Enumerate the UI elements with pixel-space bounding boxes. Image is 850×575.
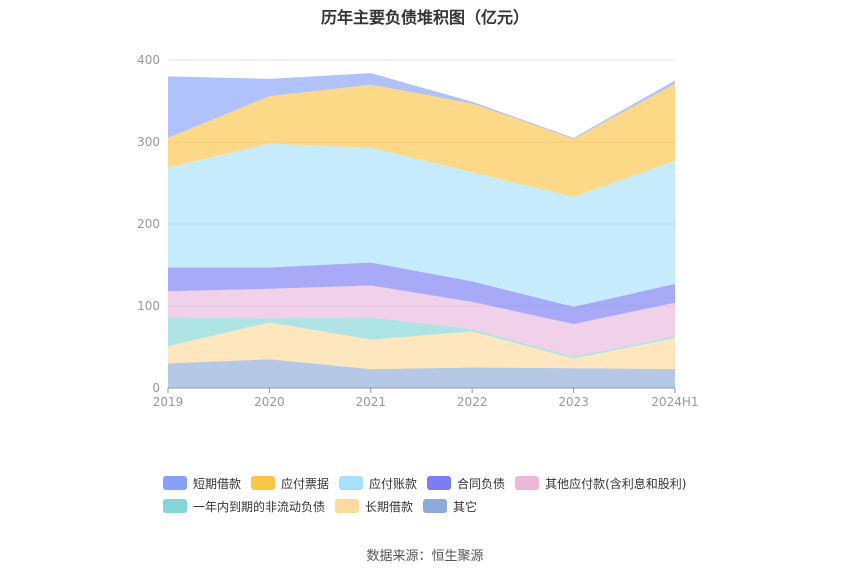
area-series-一年内到期的非流动负债 xyxy=(168,317,675,359)
legend-swatch xyxy=(339,476,364,490)
area-series-应付票据 xyxy=(168,83,675,197)
legend-item[interactable]: 一年内到期的非流动负债 xyxy=(163,498,325,515)
area-series-短期借款 xyxy=(168,73,675,139)
legend-swatch xyxy=(335,499,360,513)
area-series-其他应付款(含利息和股利) xyxy=(168,285,675,357)
y-tick-label: 400 xyxy=(137,53,160,67)
x-tick-label: 2023 xyxy=(558,395,589,409)
legend-swatch xyxy=(251,476,276,490)
x-tick-label: 2021 xyxy=(356,395,387,409)
y-tick-label: 200 xyxy=(137,217,160,231)
y-tick-label: 300 xyxy=(137,135,160,149)
legend-label: 长期借款 xyxy=(365,499,414,514)
area-series-应付账款 xyxy=(168,143,675,307)
legend-label: 其它 xyxy=(453,499,478,514)
legend-label: 应付票据 xyxy=(281,476,330,491)
legend-item[interactable]: 长期借款 xyxy=(335,498,413,515)
area-series-合同负债 xyxy=(168,262,675,324)
legend-item[interactable]: 应付票据 xyxy=(251,475,329,492)
x-tick-label: 2019 xyxy=(153,395,184,409)
legend-label: 应付账款 xyxy=(369,476,418,491)
legend-swatch xyxy=(515,476,540,490)
legend-label: 一年内到期的非流动负债 xyxy=(193,499,326,514)
legend-swatch xyxy=(423,499,448,513)
legend-label: 其他应付款(含利息和股利) xyxy=(545,476,687,491)
legend-swatch xyxy=(163,476,187,490)
legend-label: 合同负债 xyxy=(457,476,506,491)
legend-swatch xyxy=(427,476,452,490)
legend-item[interactable]: 短期借款 xyxy=(163,475,241,492)
legend-item[interactable]: 其它 xyxy=(423,498,477,515)
y-tick-label: 100 xyxy=(137,299,160,313)
data-source: 数据来源：恒生聚源 xyxy=(366,549,484,564)
x-tick-label: 2024H1 xyxy=(651,395,698,409)
chart-title: 历年主要负债堆积图（亿元） xyxy=(320,8,529,27)
legend-item[interactable]: 其他应付款(含利息和股利) xyxy=(515,475,686,492)
legend-item[interactable]: 应付账款 xyxy=(339,475,417,492)
area-series-长期借款 xyxy=(168,322,675,370)
chart-legend: 短期借款 应付票据 应付账款 合同负债 其他应付款(含利息和股利) 一年内到期的非流动负… xyxy=(163,472,723,518)
legend-row: 短期借款 应付票据 应付账款 合同负债 其他应付款(含利息和股利) xyxy=(163,472,723,494)
legend-swatch xyxy=(163,499,187,513)
legend-label: 短期借款 xyxy=(193,476,242,491)
y-tick-label: 0 xyxy=(152,381,160,395)
area-series-其它 xyxy=(168,359,675,388)
x-tick-label: 2020 xyxy=(254,395,285,409)
legend-row: 一年内到期的非流动负债 长期借款 其它 xyxy=(163,495,723,517)
x-tick-label: 2022 xyxy=(457,395,488,409)
legend-item[interactable]: 合同负债 xyxy=(427,475,505,492)
